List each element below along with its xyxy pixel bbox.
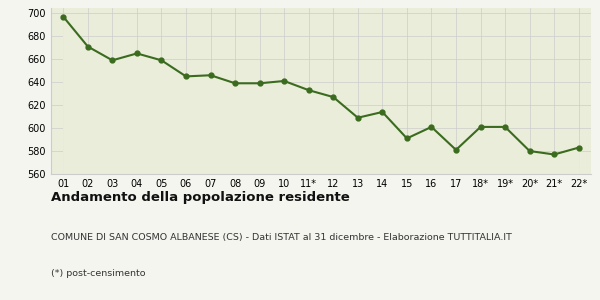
- Text: COMUNE DI SAN COSMO ALBANESE (CS) - Dati ISTAT al 31 dicembre - Elaborazione TUT: COMUNE DI SAN COSMO ALBANESE (CS) - Dati…: [51, 233, 512, 242]
- Text: (*) post-censimento: (*) post-censimento: [51, 269, 146, 278]
- Text: Andamento della popolazione residente: Andamento della popolazione residente: [51, 191, 350, 204]
